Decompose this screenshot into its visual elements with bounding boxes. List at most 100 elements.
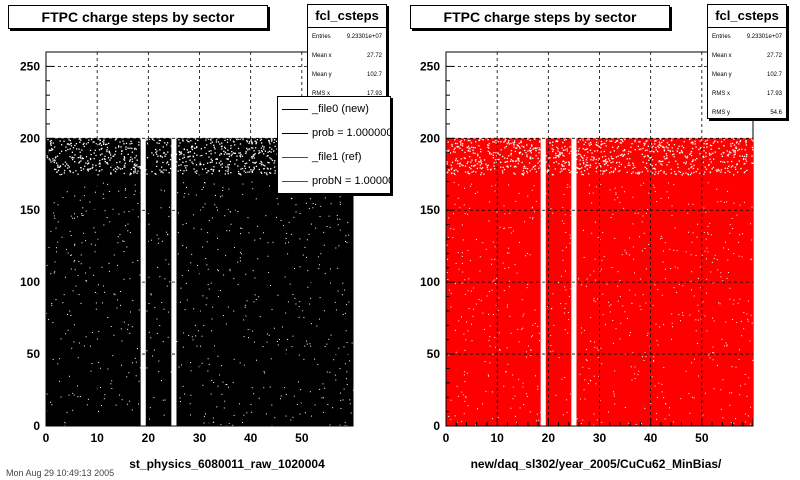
scatter-gap [228,163,231,166]
scatter-gap [742,233,744,235]
stats-value: 17.93 [366,91,382,97]
scatter-gap [713,320,715,322]
scatter-gap [134,190,136,192]
scatter-gap [193,152,196,154]
scatter-gap [114,294,116,296]
scatter-gap [326,343,328,345]
scatter-gap [113,254,115,256]
scatter-gap [273,141,275,144]
scatter-gap [453,169,455,172]
scatter-gap [348,301,350,303]
legend-label: prob = 1.000000 [312,127,391,139]
scatter-gap [733,144,736,146]
scatter-gap [617,170,620,173]
scatter-gap [495,151,497,154]
scatter-gap [707,232,709,234]
scatter-gap [550,344,552,346]
scatter-gap [485,390,487,392]
scatter-gap [262,164,265,166]
scatter-gap [270,284,272,286]
scatter-gap [120,328,122,330]
scatter-gap [62,197,64,199]
scatter-gap [181,275,183,277]
scatter-gap [253,150,255,152]
scatter-gap [730,152,732,154]
scatter-gap [149,407,151,409]
scatter-gap [465,396,467,398]
scatter-gap [602,232,604,234]
scatter-gap [667,182,669,184]
x-tick-label: 20 [542,431,556,445]
scatter-gap [717,201,719,203]
scatter-gap [265,413,267,415]
scatter-gap [559,154,561,156]
scatter-gap [179,142,181,144]
scatter-gap [458,268,460,270]
scatter-gap [135,361,137,363]
scatter-gap [126,376,128,378]
scatter-gap [130,156,132,158]
scatter-gap [697,223,699,225]
scatter-gap [90,153,92,156]
scatter-gap [81,214,83,216]
scatter-gap [57,363,59,365]
scatter-gap [274,172,276,174]
scatter-gap [210,150,212,152]
scatter-gap [530,144,533,146]
scatter-gap [632,223,634,225]
scatter-gap [725,241,727,243]
scatter-gap [79,151,81,153]
scatter-gap [211,141,214,143]
scatter-gap [220,152,222,155]
scatter-gap [163,308,165,310]
scatter-gap [178,145,180,147]
scatter-gap [712,282,714,284]
scatter-gap [99,162,101,164]
scatter-gap [499,154,501,156]
scatter-gap [631,172,633,175]
scatter-gap [548,157,550,159]
scatter-gap [92,141,94,143]
scatter-gap [638,173,640,175]
scatter-gap [114,170,117,173]
scatter-gap [641,221,643,223]
scatter-gap [157,155,159,157]
scatter-gap [195,146,198,148]
scatter-gap [469,207,471,209]
scatter-gap [718,147,720,150]
scatter-gap [482,139,484,141]
scatter-gap [110,172,112,174]
scatter-gap [514,160,517,162]
scatter-gap [173,151,175,154]
scatter-gap [329,268,331,270]
scatter-gap [727,155,729,157]
scatter-gap [259,162,261,165]
scatter-gap [590,143,592,145]
scatter-gap [510,149,513,152]
scatter-gap [80,263,82,265]
scatter-gap [241,155,244,157]
scatter-gap [584,141,587,143]
scatter-gap [223,274,225,276]
scatter-gap [308,207,310,209]
scatter-gap [491,263,493,265]
scatter-gap [261,151,263,153]
scatter-gap [493,162,495,164]
scatter-gap [239,152,242,154]
scatter-gap [108,151,110,153]
scatter-gap [474,152,476,155]
scatter-gap [128,211,130,213]
scatter-gap [733,156,735,158]
scatter-gap [731,217,733,219]
scatter-gap [653,359,655,361]
scatter-gap [570,288,572,290]
stats-label: Mean x [712,53,732,59]
scatter-gap [54,271,56,273]
scatter-gap [591,202,593,204]
scatter-gap [212,306,214,308]
scatter-gap [245,171,247,174]
scatter-gap [134,184,136,186]
scatter-gap [645,302,647,304]
scatter-gap [197,264,199,266]
scatter-gap [454,329,456,331]
